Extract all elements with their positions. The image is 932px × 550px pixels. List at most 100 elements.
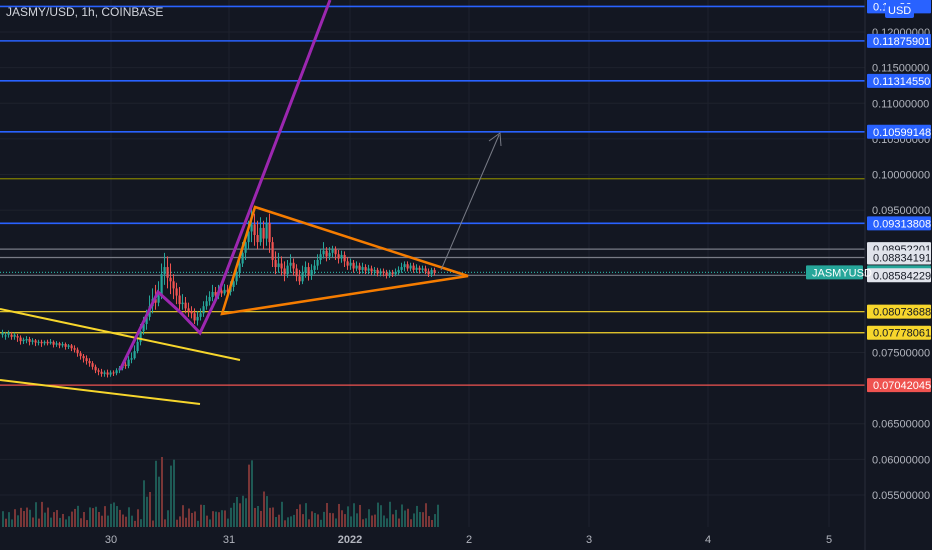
- volume-bar: [263, 491, 265, 527]
- volume-bar: [236, 497, 238, 527]
- candle-body: [415, 267, 418, 270]
- candle-body: [190, 311, 193, 314]
- candle-body: [214, 291, 217, 296]
- candle-body: [175, 288, 178, 296]
- volume-bar: [104, 506, 106, 527]
- candle-body: [358, 265, 361, 270]
- price-label-text: 0.11875901: [873, 36, 930, 48]
- horizontal-levels[interactable]: [0, 5, 865, 386]
- candle-body: [19, 337, 22, 342]
- drawing-tools[interactable]: [0, 0, 502, 405]
- currency-badge[interactable]: USD: [885, 4, 915, 18]
- volume-bar: [404, 510, 406, 527]
- volume-bar: [311, 511, 313, 527]
- candle-body: [79, 353, 82, 357]
- candle-body: [241, 252, 244, 264]
- volume-bar: [362, 519, 364, 527]
- time-tick-label: 31: [223, 534, 235, 546]
- candle-body: [226, 289, 229, 292]
- candle-body: [346, 261, 349, 266]
- volume-bar: [332, 513, 334, 527]
- time-tick-label: 4: [705, 534, 711, 546]
- candle-body: [193, 313, 196, 321]
- volume-bar: [29, 509, 31, 527]
- candle-body: [67, 345, 70, 347]
- candle-body: [424, 268, 427, 272]
- volume-bar: [23, 511, 25, 527]
- volume-bar: [245, 498, 247, 527]
- symbol-label-box: [806, 265, 863, 280]
- volume-bar: [167, 510, 169, 527]
- candle-body: [187, 308, 190, 312]
- volume-bar: [188, 508, 190, 527]
- candle-body: [49, 341, 52, 344]
- candle-body: [310, 269, 313, 276]
- volume-bar: [185, 517, 187, 527]
- time-tick-label: 30: [105, 534, 117, 546]
- volume-bar: [197, 520, 199, 527]
- candle-body: [97, 370, 100, 372]
- volume-bar: [206, 515, 208, 527]
- volume-bar: [68, 516, 70, 527]
- candle-body: [385, 272, 388, 276]
- volume-bar: [293, 514, 295, 527]
- candle-body: [40, 341, 43, 344]
- volume-bar: [50, 517, 52, 527]
- volume-bar: [161, 457, 163, 527]
- volume-bar: [389, 501, 391, 527]
- candle-body: [334, 249, 337, 255]
- candle-body: [379, 271, 382, 274]
- volume-bar: [146, 496, 148, 527]
- volume-bar: [302, 514, 304, 527]
- candle-body: [349, 262, 352, 266]
- volume-bar: [398, 518, 400, 527]
- price-label-box: [867, 268, 931, 283]
- price-tick-label: 0.05500000: [872, 490, 930, 502]
- time-tick-label: 5: [826, 534, 832, 546]
- volume-bar: [305, 503, 307, 527]
- candle-body: [430, 269, 433, 275]
- volume-bar: [152, 520, 154, 527]
- volume-bar: [14, 509, 16, 527]
- volume-bar: [155, 460, 157, 527]
- candle-body: [382, 271, 385, 273]
- time-tick-label: 2: [466, 534, 472, 546]
- candle-body: [286, 265, 289, 275]
- volume-bar: [95, 506, 97, 527]
- candle-body: [184, 302, 187, 309]
- candle-body: [238, 263, 241, 273]
- volume-bar: [110, 503, 112, 527]
- volume-bar: [383, 515, 385, 527]
- candle-body: [166, 267, 169, 278]
- candle-body: [124, 364, 127, 367]
- candle-body: [373, 269, 376, 272]
- candle-body: [412, 265, 415, 270]
- candle-body: [133, 351, 136, 359]
- candle-body: [16, 336, 19, 338]
- volume-bar: [212, 511, 214, 527]
- candle-body: [400, 267, 403, 270]
- purple-trend-path: [118, 0, 332, 371]
- volume-bar: [26, 507, 28, 527]
- volume-bar: [431, 519, 433, 527]
- price-label-text: 0.10599148: [873, 127, 931, 139]
- volume-bar: [329, 512, 331, 527]
- candle-body: [220, 290, 223, 294]
- volume-bar: [191, 512, 193, 527]
- volume-bar: [35, 502, 37, 527]
- volume-bar: [41, 501, 43, 527]
- volume-bar: [344, 514, 346, 527]
- candle-body: [154, 299, 157, 303]
- time-axis[interactable]: 30 31 2022 2 3 4 5: [105, 534, 832, 546]
- volume-bar: [242, 495, 244, 527]
- candle-body: [322, 250, 325, 255]
- candle-body: [91, 363, 94, 367]
- candle-body: [55, 343, 58, 345]
- volume-bar: [419, 512, 421, 527]
- volume-bar: [230, 507, 232, 527]
- volume-bar: [47, 507, 49, 527]
- volume-bar: [125, 516, 127, 527]
- volume-bar: [281, 501, 283, 527]
- candle-body: [31, 340, 34, 342]
